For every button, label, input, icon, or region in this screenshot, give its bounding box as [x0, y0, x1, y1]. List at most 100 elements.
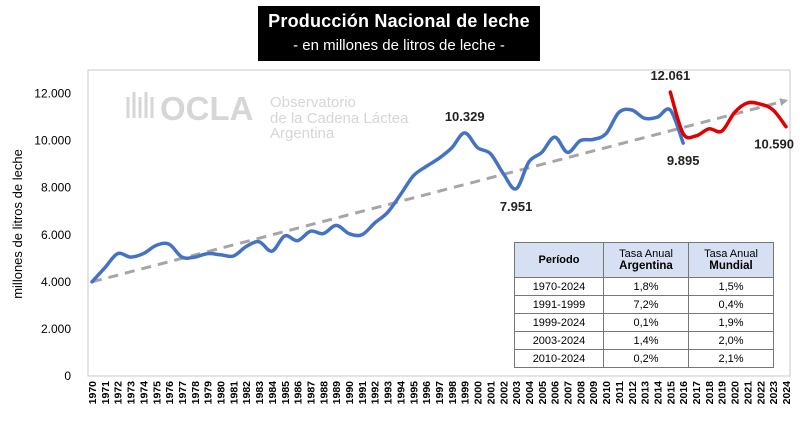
- x-tick-label: 1985: [280, 381, 292, 405]
- table-header-mundial: Tasa Anual Mundial: [688, 242, 774, 278]
- x-tick-label: 2012: [627, 381, 639, 405]
- table-cell-period: 2003-2024: [514, 331, 604, 350]
- table-row: 2010-2024 0,2% 2,1%: [514, 349, 774, 368]
- table-cell-mundial: 0,4%: [688, 295, 774, 314]
- table-row: 1991-1999 7,2% 0,4%: [514, 295, 774, 314]
- y-tick-label: 2.000: [41, 322, 71, 336]
- table-cell-argentina: 7,2%: [603, 295, 689, 314]
- table-header-period: Período: [514, 242, 604, 278]
- x-tick-label: 1998: [447, 381, 459, 405]
- x-tick-label: 1995: [408, 381, 420, 405]
- x-tick-label: 1997: [434, 381, 446, 405]
- x-tick-label: 1980: [216, 381, 228, 405]
- x-tick-label: 1982: [241, 381, 253, 405]
- ocla-logo-icon: [126, 92, 154, 118]
- x-tick-label: 1999: [460, 381, 472, 405]
- data-labels: 10.329 7.951 9.895 12.061 10.590: [445, 68, 794, 214]
- x-tick-label: 1972: [113, 381, 125, 405]
- y-tick-label: 8.000: [41, 181, 71, 195]
- logo-line1: Observatorio: [270, 94, 356, 111]
- x-tick-label: 2024: [781, 381, 793, 405]
- x-tick-label: 2005: [537, 381, 549, 405]
- table-cell-argentina: 0,2%: [603, 349, 689, 368]
- x-tick-label: 2015: [665, 381, 677, 405]
- chart-title: Producción Nacional de leche: [268, 11, 530, 31]
- logo-name: OCLA: [160, 90, 254, 127]
- y-tick-label: 12.000: [34, 87, 71, 101]
- table-cell-mundial: 2,0%: [688, 331, 774, 350]
- table-header-argentina-top: Tasa Anual: [619, 248, 673, 260]
- table-header-mundial-top: Tasa Anual: [704, 248, 758, 260]
- x-tick-label: 1992: [370, 381, 382, 405]
- data-label: 9.895: [667, 153, 700, 168]
- table-cell-period: 1991-1999: [514, 295, 604, 314]
- x-tick-label: 1993: [383, 381, 395, 405]
- x-tick-label: 2018: [704, 381, 716, 405]
- table-row: 2003-2024 1,4% 2,0%: [514, 331, 774, 350]
- table-row: 1999-2024 0,1% 1,9%: [514, 313, 774, 332]
- trend-line: [91, 98, 788, 284]
- x-tick-label: 1976: [164, 381, 176, 405]
- x-tick-label: 2010: [601, 381, 613, 405]
- chart-title-box: Producción Nacional de leche - en millon…: [258, 6, 540, 61]
- series-line-recent: [668, 90, 788, 140]
- y-axis: 0 2.000 4.000 6.000 8.000 10.000 12.000: [34, 87, 71, 383]
- table-cell-argentina: 0,1%: [603, 313, 689, 332]
- x-tick-label: 1983: [254, 381, 266, 405]
- data-label: 10.590: [754, 137, 794, 152]
- x-tick-label: 1984: [267, 381, 279, 405]
- table-cell-mundial: 1,5%: [688, 277, 774, 296]
- x-tick-label: 2009: [588, 381, 600, 405]
- x-tick-label: 2008: [575, 381, 587, 405]
- x-tick-label: 2016: [678, 381, 690, 405]
- table-header-argentina-bottom: Argentina: [619, 260, 673, 272]
- series-layer: [90, 90, 788, 284]
- x-tick-label: 2017: [691, 381, 703, 405]
- x-tick-label: 1987: [305, 381, 317, 405]
- x-tick-label: 1979: [203, 381, 215, 405]
- x-tick-label: 1990: [344, 381, 356, 405]
- x-tick-label: 2004: [524, 381, 536, 405]
- x-tick-label: 1975: [151, 381, 163, 405]
- table-cell-argentina: 1,8%: [603, 277, 689, 296]
- x-tick-label: 2023: [768, 381, 780, 405]
- x-tick-label: 2003: [511, 381, 523, 405]
- table-header-mundial-bottom: Mundial: [709, 260, 753, 272]
- table-cell-argentina: 1,4%: [603, 331, 689, 350]
- series-line-argentina: [90, 107, 685, 284]
- y-tick-label: 6.000: [41, 228, 71, 242]
- data-label: 10.329: [445, 109, 485, 124]
- table-cell-mundial: 1,9%: [688, 313, 774, 332]
- x-tick-label: 1981: [228, 381, 240, 405]
- x-axis: 1970 1971 1972 1973 1974 1975 1976 1977 1978 1979…: [87, 381, 793, 405]
- y-tick-label: 0: [64, 369, 71, 383]
- x-tick-label: 2013: [640, 381, 652, 405]
- x-tick-label: 1977: [177, 381, 189, 405]
- x-tick-label: 2006: [550, 381, 562, 405]
- x-tick-label: 2021: [742, 381, 754, 405]
- table-cell-period: 1999-2024: [514, 313, 604, 332]
- x-tick-label: 1988: [318, 381, 330, 405]
- x-tick-label: 1991: [357, 381, 369, 405]
- x-tick-label: 1974: [138, 381, 150, 405]
- x-tick-label: 2020: [730, 381, 742, 405]
- table-cell-period: 2010-2024: [514, 349, 604, 368]
- x-tick-label: 2019: [717, 381, 729, 405]
- table-header-argentina: Tasa Anual Argentina: [603, 242, 689, 278]
- x-tick-label: 1970: [87, 381, 99, 405]
- chart-subtitle: - en millones de litros de leche -: [293, 37, 505, 54]
- table-header-row: Período Tasa Anual Argentina Tasa Anual …: [514, 242, 774, 278]
- ocla-logo: OCLA Observatorio de la Cadena Láctea Ar…: [126, 90, 409, 142]
- growth-rate-table: Período Tasa Anual Argentina Tasa Anual …: [514, 242, 774, 368]
- y-tick-label: 4.000: [41, 275, 71, 289]
- table-row: 1970-2024 1,8% 1,5%: [514, 277, 774, 296]
- x-tick-label: 2000: [473, 381, 485, 405]
- x-tick-label: 1996: [421, 381, 433, 405]
- x-tick-label: 2001: [485, 381, 497, 405]
- logo-line3: Argentina: [270, 125, 335, 142]
- y-axis-label: millones de litros de leche: [10, 149, 25, 299]
- x-tick-label: 2007: [563, 381, 575, 405]
- table-cell-period: 1970-2024: [514, 277, 604, 296]
- x-tick-label: 1994: [395, 381, 407, 405]
- x-tick-label: 1989: [331, 381, 343, 405]
